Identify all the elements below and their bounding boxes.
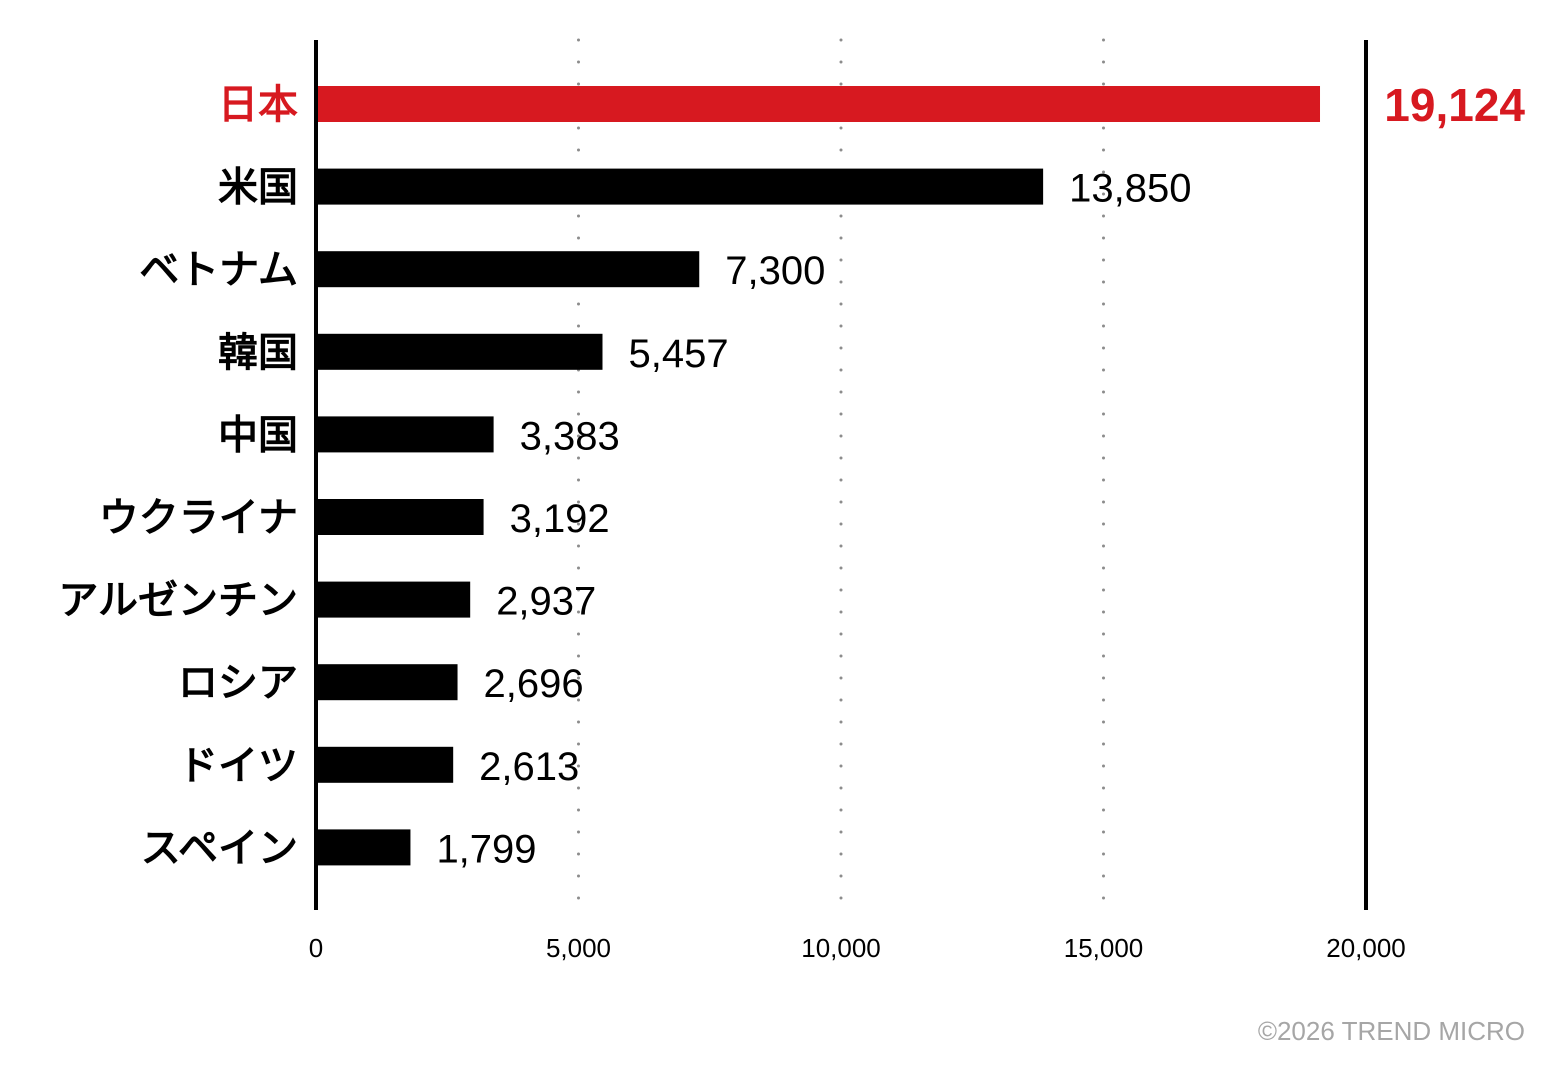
x-tick-label: 20,000 bbox=[1326, 933, 1406, 963]
bar bbox=[316, 168, 1044, 205]
copyright-credit: ©2026 TREND MICRO bbox=[1258, 1016, 1525, 1046]
category-label: 中国 bbox=[218, 412, 298, 458]
value-label: 3,383 bbox=[520, 414, 620, 458]
axes bbox=[314, 40, 1368, 910]
value-label: 5,457 bbox=[628, 332, 728, 376]
value-label: 1,799 bbox=[436, 827, 536, 871]
category-label: ベトナム bbox=[139, 247, 298, 293]
bar bbox=[316, 581, 471, 618]
value-label: 2,696 bbox=[484, 662, 584, 706]
category-label: 日本 bbox=[218, 82, 298, 128]
bar bbox=[316, 664, 458, 701]
value-label: 19,124 bbox=[1384, 79, 1525, 131]
bar bbox=[316, 499, 484, 535]
labels: 0 5,000 10,000 15,000 20,000 日本 19,124 米国 13,850… bbox=[58, 79, 1525, 963]
category-label: ウクライナ bbox=[99, 495, 298, 541]
category-label: 米国 bbox=[218, 165, 298, 211]
value-label: 2,937 bbox=[496, 580, 596, 624]
x-tick-label: 10,000 bbox=[801, 933, 881, 963]
category-label: アルゼンチン bbox=[58, 578, 298, 624]
bar bbox=[316, 86, 1321, 122]
category-label: スペイン bbox=[141, 825, 298, 871]
value-label: 3,192 bbox=[510, 497, 610, 541]
x-tick-label: 5,000 bbox=[546, 933, 611, 963]
bar bbox=[316, 829, 411, 866]
bar bbox=[316, 746, 454, 783]
bar bbox=[316, 251, 700, 288]
value-label: 13,850 bbox=[1069, 167, 1191, 211]
x-tick-label: 0 bbox=[309, 933, 323, 963]
x-tick-label: 15,000 bbox=[1064, 933, 1144, 963]
value-label: 2,613 bbox=[479, 745, 579, 789]
bars bbox=[316, 86, 1321, 866]
value-label: 7,300 bbox=[725, 249, 825, 293]
bar bbox=[316, 416, 494, 453]
bar bbox=[316, 333, 603, 370]
category-label: ロシア bbox=[178, 660, 298, 706]
category-label: ドイツ bbox=[178, 743, 298, 789]
category-label: 韓国 bbox=[218, 330, 298, 376]
grid-lines bbox=[577, 38, 1105, 912]
